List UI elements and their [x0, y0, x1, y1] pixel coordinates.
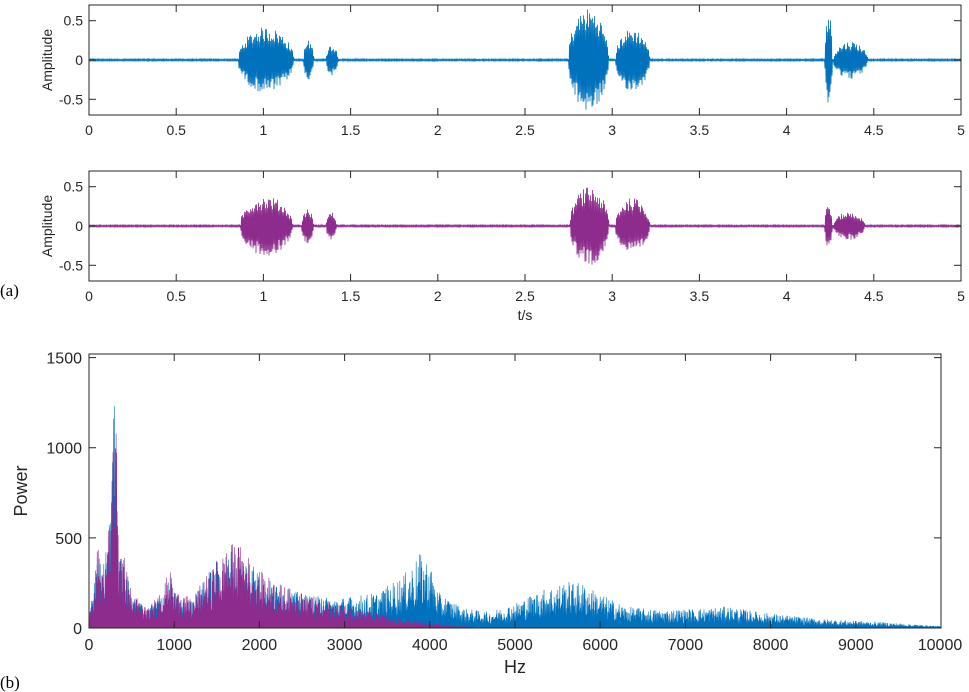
x-axis-label: t/s [518, 307, 533, 323]
waveform-chart-processed: 0 0.5 1 1.5 2 2.5 3 3.5 4 4.5 50.50-0.5Amplitudet/… [39, 170, 965, 323]
y-tick-label: 0.5 [64, 179, 84, 195]
waveform-series [88, 187, 962, 265]
x-tick-label: 0.5 [166, 288, 186, 304]
x-tick-label: 3000 [327, 637, 363, 654]
spectrum-series-2 [88, 418, 516, 629]
x-tick-label: 3 [608, 288, 616, 304]
y-tick-label: 1500 [46, 351, 82, 368]
y-tick-label: -0.5 [59, 257, 83, 273]
power-spectrum-chart: 0 1000 2000 3000 4000 5000 6000 7000 8000 9000 100… [11, 351, 962, 677]
x-tick-label: 4 [783, 288, 791, 304]
x-tick-label: 5 [957, 288, 965, 304]
x-tick-label: 6000 [582, 637, 618, 654]
y-tick-label: 0 [73, 621, 82, 638]
y-tick-label: 1000 [46, 441, 82, 458]
y-axis-label: Amplitude [39, 195, 55, 257]
x-tick-label: 2000 [242, 637, 278, 654]
x-tick-label: 0 [85, 637, 94, 654]
x-tick-label: 1 [260, 122, 268, 138]
x-tick-label: 3.5 [690, 122, 710, 138]
x-axis-label: Hz [504, 657, 526, 677]
x-tick-label: 1.5 [341, 122, 361, 138]
y-axis-label: Power [11, 465, 31, 516]
x-tick-label: 9000 [838, 637, 874, 654]
x-tick-label: 4000 [412, 637, 448, 654]
x-tick-label: 0 [85, 288, 93, 304]
x-tick-label: 3 [608, 122, 616, 138]
y-tick-label: 0.5 [64, 13, 84, 29]
spectrum-series-1 [88, 405, 942, 629]
y-axis-label: Amplitude [39, 29, 55, 91]
x-tick-label: 2.5 [515, 122, 535, 138]
y-tick-label: 500 [55, 531, 82, 548]
panel-label-a: (a) [0, 281, 19, 300]
x-tick-label: 5 [957, 122, 965, 138]
x-tick-label: 5000 [497, 637, 533, 654]
panel-label-b: (b) [0, 673, 20, 692]
y-tick-label: 0 [75, 218, 83, 234]
x-tick-label: 8000 [753, 637, 789, 654]
x-tick-label: 10000 [918, 637, 963, 654]
x-tick-label: 2.5 [515, 288, 535, 304]
x-tick-label: 7000 [668, 637, 704, 654]
x-tick-label: 2 [434, 288, 442, 304]
x-tick-label: 1.5 [341, 288, 361, 304]
x-tick-label: 4 [783, 122, 791, 138]
x-tick-label: 4.5 [864, 288, 884, 304]
x-tick-label: 0.5 [166, 122, 186, 138]
x-tick-label: 4.5 [864, 122, 884, 138]
waveform-series [88, 9, 962, 110]
y-tick-label: 0 [75, 52, 83, 68]
x-tick-label: 1 [260, 288, 268, 304]
x-tick-label: 2 [434, 122, 442, 138]
x-tick-label: 0 [85, 122, 93, 138]
x-tick-label: 1000 [156, 637, 192, 654]
y-tick-label: -0.5 [59, 91, 83, 107]
x-tick-label: 3.5 [690, 288, 710, 304]
